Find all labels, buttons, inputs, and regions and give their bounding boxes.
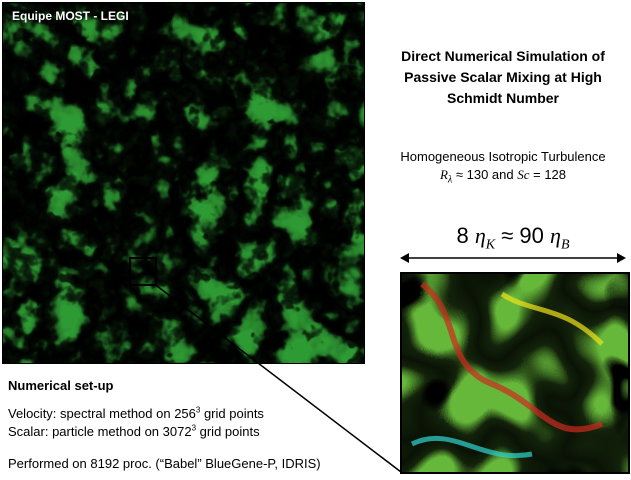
zoom-filament <box>420 281 604 433</box>
setup-velocity-line: Velocity: spectral method on 2563 grid p… <box>8 406 264 421</box>
reynolds-value: ≈ 130 and <box>452 167 518 182</box>
velocity-text: Velocity: spectral method on 256 <box>8 406 196 421</box>
eta-b-symbol: η <box>550 223 561 248</box>
schmidt-value: = 128 <box>529 167 567 182</box>
title-line: Direct Numerical Simulation of <box>401 48 605 64</box>
zoom-inset-image <box>400 272 630 474</box>
eta-k-subscript: K <box>485 237 496 253</box>
title-line: Schmidt Number <box>446 90 559 106</box>
field-orange-layer <box>3 3 364 363</box>
zoom-region-box <box>129 257 157 286</box>
subtitle-line: Homogeneous Isotropic Turbulence <box>400 149 606 164</box>
scale-approx: ≈ 90 <box>495 223 551 248</box>
zoom-field-svg <box>402 274 628 472</box>
zoom-filament <box>410 435 533 458</box>
zoom-filament <box>500 291 604 346</box>
scale-double-arrow <box>400 253 626 263</box>
arrowhead-right-icon <box>617 253 626 263</box>
setup-heading: Numerical set-up <box>8 378 114 393</box>
eta-k-symbol: η <box>474 223 486 248</box>
arrowhead-left-icon <box>400 253 409 263</box>
page-title: Direct Numerical Simulation of Passive S… <box>380 46 626 109</box>
field-caption: Equipe MOST - LEGI <box>12 9 129 23</box>
scale-label: 8 ηK ≈ 90 ηB <box>400 222 626 259</box>
setup-performed-line: Performed on 8192 proc. (“Babel” BlueGen… <box>8 456 321 471</box>
reynolds-subscript: λ <box>447 174 453 186</box>
scalar-field-image <box>2 2 365 364</box>
title-line: Passive Scalar Mixing at High <box>404 69 602 85</box>
simulation-parameters: Homogeneous Isotropic Turbulence Rλ ≈ 13… <box>380 148 626 190</box>
scale-left-number: 8 <box>456 223 475 248</box>
setup-scalar-line: Scalar: particle method on 30723 grid po… <box>8 424 260 439</box>
reynolds-symbol: R <box>439 167 448 182</box>
scalar-text: Scalar: particle method on 3072 <box>8 424 192 439</box>
scalar-exponent: 3 <box>191 423 197 433</box>
schmidt-symbol: Sc <box>517 167 530 182</box>
velocity-suffix: grid points <box>200 406 264 421</box>
parameters-line: Rλ ≈ 130 and Sc = 128 <box>380 166 626 190</box>
eta-b-subscript: B <box>560 237 570 253</box>
scalar-suffix: grid points <box>196 424 260 439</box>
velocity-exponent: 3 <box>195 405 201 415</box>
turbulence-field-svg <box>3 3 364 363</box>
